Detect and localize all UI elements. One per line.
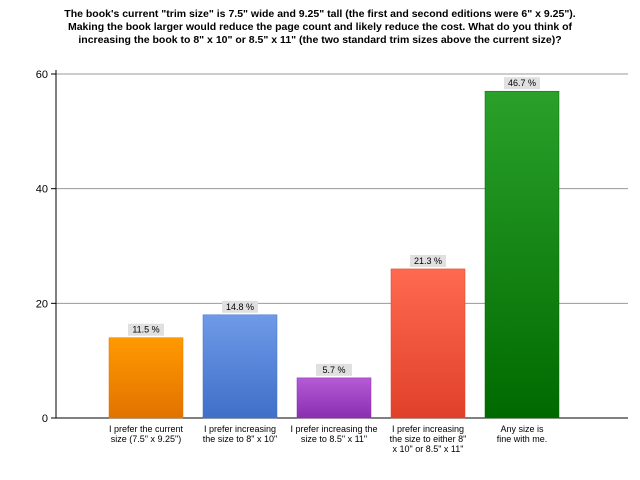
category-label: I prefer increasing the size to 8.5" x 11… <box>290 424 377 444</box>
y-tick-label: 40 <box>36 184 48 196</box>
data-label: 14.8 % <box>226 302 254 312</box>
category-label: Any size is fine with me. <box>497 424 548 444</box>
category-label: I prefer the current size (7.5" x 9.25") <box>109 424 184 444</box>
data-label-box <box>316 363 352 376</box>
data-label: 11.5 % <box>132 325 159 335</box>
bar <box>390 268 466 419</box>
bar <box>296 377 372 419</box>
y-tick-label: 20 <box>36 298 48 310</box>
data-label: 46.7 % <box>508 78 536 88</box>
bar <box>484 90 560 419</box>
chart-title: The book's current "trim size" is 7.5" w… <box>64 8 576 46</box>
data-label-box <box>410 254 446 267</box>
category-label: I prefer increasing the size to either 8"… <box>390 424 467 454</box>
data-label: 5.7 % <box>322 365 345 375</box>
y-tick-label: 60 <box>36 69 48 81</box>
category-label: I prefer increasing the size to 8" x 10" <box>203 424 277 444</box>
y-tick-label: 0 <box>42 413 48 425</box>
data-label-box <box>128 323 164 336</box>
data-label: 21.3 % <box>414 256 442 266</box>
data-label-box <box>504 77 540 90</box>
data-label-box <box>222 300 258 313</box>
bar <box>108 337 184 419</box>
bar <box>202 314 278 419</box>
